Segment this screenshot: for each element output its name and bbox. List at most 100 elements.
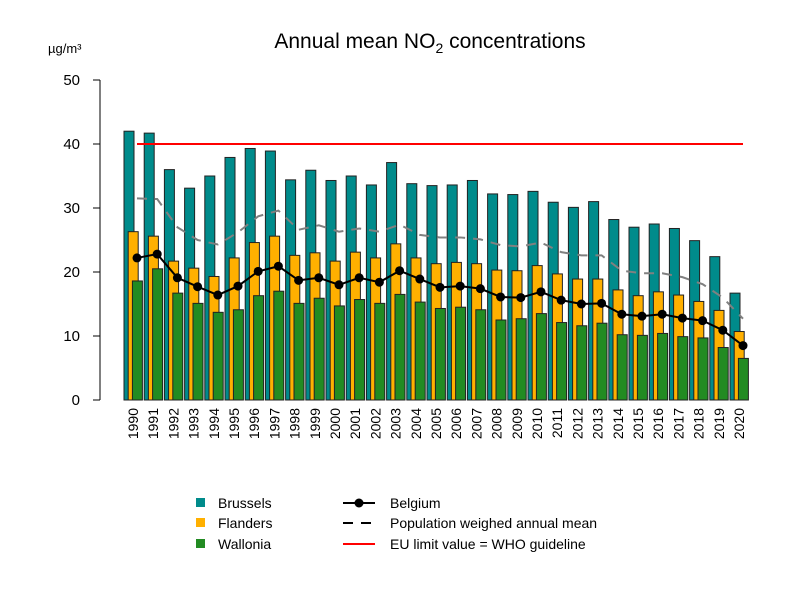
bar-wallonia-2020 (737, 357, 749, 401)
belgium-point-2014 (617, 309, 627, 319)
bar-wallonia-2016 (657, 332, 669, 401)
bar-wallonia-2000 (333, 305, 345, 401)
y-tick-label: 20 (63, 264, 80, 281)
belgium-point-1995 (233, 281, 243, 291)
y-tick-label: 10 (63, 328, 80, 345)
belgium-point-2013 (597, 298, 607, 308)
legend-label-right: Belgium (390, 495, 441, 511)
bar-wallonia-1995 (232, 309, 244, 401)
bar-wallonia-1996 (253, 295, 265, 401)
x-tick-label: 1999 (307, 408, 323, 439)
y-tick-label: 0 (72, 392, 80, 409)
belgium-point-2016 (657, 309, 667, 319)
x-tick-label: 2020 (731, 408, 747, 439)
bar-wallonia-1994 (212, 311, 224, 401)
x-tick-label: 2010 (529, 408, 545, 439)
legend: Brussels Flanders Wallonia Belgium Populatio… (196, 495, 597, 552)
x-tick-label: 2019 (711, 408, 727, 439)
x-tick-label: 1991 (145, 408, 161, 439)
bar-wallonia-2014 (616, 334, 628, 401)
belgium-point-2012 (576, 299, 586, 309)
chart-title: Annual mean NO2 concentrations (274, 30, 585, 56)
belgium-point-2009 (516, 293, 526, 303)
belgium-point-2017 (677, 313, 687, 323)
legend-belgium-marker (354, 498, 364, 508)
bar-wallonia-1997 (273, 290, 285, 401)
bar-wallonia-1991 (152, 268, 164, 401)
belgium-point-2020 (738, 341, 748, 351)
belgium-point-2004 (415, 274, 425, 284)
x-tick-label: 1993 (186, 408, 202, 439)
belgium-point-1992 (172, 273, 182, 283)
legend-swatch-brussels (196, 498, 205, 507)
x-tick-label: 1998 (287, 408, 303, 439)
bar-wallonia-2003 (394, 293, 406, 401)
title-subscript: 2 (435, 40, 443, 56)
bar-wallonia-2007 (475, 309, 487, 401)
x-tick-label: 2002 (367, 408, 383, 439)
belgium-point-2002 (374, 277, 384, 287)
y-tick-label: 30 (63, 200, 80, 217)
x-tick-label: 2011 (549, 408, 565, 438)
bar-wallonia-2005 (434, 307, 446, 401)
x-tick-label: 1995 (226, 408, 242, 439)
x-tick-label: 2001 (347, 408, 363, 439)
belgium-point-1997 (273, 261, 283, 271)
bar-wallonia-2002 (374, 302, 386, 401)
belgium-point-2003 (395, 266, 405, 276)
x-tick-label: 2014 (610, 408, 626, 439)
x-tick-label: 2007 (468, 408, 484, 439)
legend-label-right: EU limit value = WHO guideline (390, 536, 586, 552)
bar-wallonia-2013 (596, 322, 608, 401)
x-tick-label: 1994 (206, 408, 222, 439)
x-tick-label: 2015 (630, 408, 646, 439)
legend-swatch-wallonia (196, 539, 205, 548)
belgium-point-1990 (132, 253, 142, 263)
bars (123, 130, 749, 401)
x-tick-label: 1992 (165, 408, 181, 439)
legend-label-wallonia: Wallonia (218, 536, 271, 552)
lines (132, 143, 748, 351)
bar-wallonia-1990 (131, 280, 143, 401)
bar-wallonia-2008 (495, 319, 507, 401)
y-tick-label: 40 (63, 136, 80, 153)
belgium-point-2001 (354, 273, 364, 283)
bar-wallonia-1999 (313, 297, 325, 401)
title-suffix: concentrations (443, 30, 585, 53)
x-tick-label: 1997 (266, 408, 282, 439)
x-tick-label: 1996 (246, 408, 262, 439)
belgium-point-2011 (556, 295, 566, 305)
bar-wallonia-2006 (455, 306, 467, 401)
bar-wallonia-2009 (515, 318, 527, 401)
x-tick-label: 2016 (650, 408, 666, 439)
belgium-point-2000 (334, 280, 344, 290)
x-tick-label: 2008 (489, 408, 505, 439)
x-tick-label: 2013 (590, 408, 606, 439)
belgium-point-1996 (253, 266, 263, 276)
x-tick-label: 2005 (428, 408, 444, 439)
belgium-point-1991 (152, 249, 162, 259)
belgium-point-2010 (536, 287, 546, 297)
bar-wallonia-2017 (677, 336, 689, 401)
bar-wallonia-2015 (636, 334, 648, 401)
belgium-point-2018 (698, 316, 708, 326)
x-tick-label: 2004 (408, 408, 424, 439)
legend-label-brussels: Brussels (218, 495, 272, 511)
belgium-point-1999 (314, 273, 324, 283)
x-tick-label: 2017 (670, 408, 686, 439)
belgium-point-2005 (435, 282, 445, 292)
belgium-point-2019 (718, 325, 728, 335)
belgium-point-1994 (213, 290, 223, 300)
bar-wallonia-1992 (172, 292, 184, 401)
bar-wallonia-1993 (192, 302, 204, 401)
bar-wallonia-2010 (535, 313, 547, 401)
belgium-point-2008 (496, 292, 506, 302)
x-tick-label: 2009 (509, 408, 525, 439)
x-tick-label: 2000 (327, 408, 343, 439)
legend-swatch-flanders (196, 518, 205, 527)
belgium-point-2015 (637, 311, 647, 321)
bar-wallonia-2001 (354, 299, 366, 401)
